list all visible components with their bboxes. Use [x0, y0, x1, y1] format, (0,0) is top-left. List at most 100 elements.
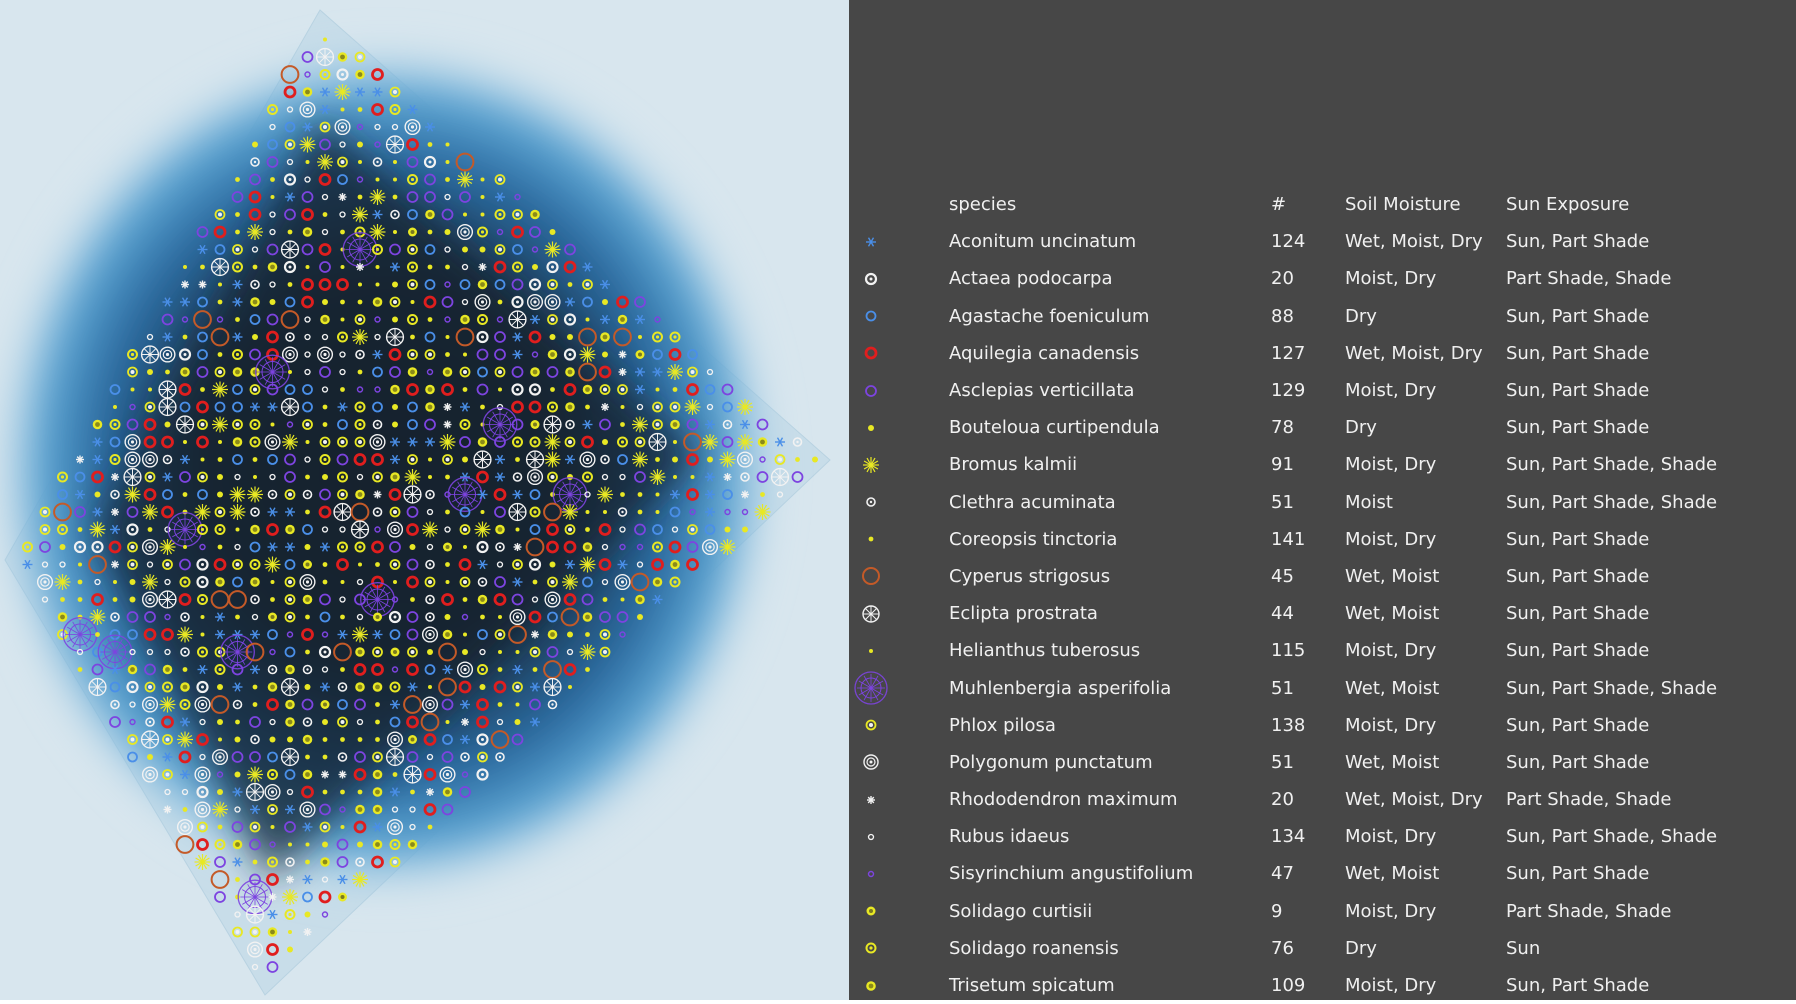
yellow-spiked-ring-marker — [302, 227, 313, 237]
yellow-starburst-marker — [282, 889, 298, 905]
red-ring-marker — [441, 593, 454, 606]
yellow-tiny-dot-marker — [585, 510, 590, 514]
white-tiny-ring-marker — [234, 806, 241, 813]
white-double-ring-marker — [281, 346, 299, 363]
yellow-white-ring-marker — [127, 366, 138, 378]
yellow-white-ring-marker — [407, 454, 418, 465]
blue-ring-marker — [337, 419, 348, 430]
blue-asterisk-marker — [512, 664, 523, 675]
planting-plan-map[interactable] — [0, 0, 849, 1000]
purple-ring-marker — [494, 436, 506, 448]
purple-ring-marker — [161, 313, 174, 326]
yellow-starburst-marker — [352, 871, 368, 888]
blue-asterisk-marker — [215, 629, 225, 640]
purple-ring-marker — [494, 331, 506, 343]
yellow-spiked-ring-marker — [530, 367, 540, 377]
red-ring-marker — [301, 208, 314, 221]
yellow-dot-marker — [812, 456, 818, 463]
orange-ring-marker — [350, 502, 370, 522]
white-flower-marker — [473, 450, 492, 469]
legend-icon-cell — [849, 893, 949, 930]
purple-ring-marker — [494, 348, 506, 361]
yellow-small-dot-marker — [340, 387, 345, 392]
yellow-small-dot-marker — [200, 264, 205, 270]
white-double-ring-marker — [456, 223, 474, 241]
blue-asterisk-marker — [372, 629, 383, 640]
yellow-spiked-ring-marker — [232, 839, 243, 850]
yellow-dot-marker — [94, 491, 101, 498]
yellow-tiny-dot-marker — [690, 475, 695, 479]
purple-large-flower-marker — [97, 634, 133, 670]
yellow-ring-dot-marker — [582, 471, 593, 483]
white-ring-marker — [528, 558, 542, 571]
white-tiny-ring-marker — [339, 368, 346, 376]
white-tiny-ring-marker — [321, 666, 329, 673]
yellow-tiny-dot-marker — [375, 282, 380, 287]
white-tiny-ring-marker — [321, 876, 329, 883]
soil-moisture: Moist, Dry — [1345, 380, 1437, 402]
yellow-dot-marker — [427, 649, 433, 655]
white-star-marker — [76, 455, 84, 464]
yellow-white-ring-marker — [424, 349, 436, 360]
yellow-white-ring-marker — [197, 419, 208, 430]
yellow-small-dot-marker — [322, 562, 328, 567]
white-small-ring-marker — [512, 472, 523, 482]
yellow-ring-dot-marker — [249, 419, 261, 430]
red-ring-marker — [336, 278, 349, 291]
blue-asterisk-marker — [775, 437, 785, 447]
blue-ring-marker — [459, 506, 471, 518]
yellow-dot-marker — [322, 299, 328, 305]
purple-ring-marker — [354, 751, 366, 763]
yellow-white-ring-marker — [214, 506, 226, 518]
yellow-ring-dot-marker — [22, 541, 33, 553]
yellow-dot-marker — [269, 299, 276, 305]
red-ring-marker — [143, 488, 157, 501]
blue-asterisk-marker — [92, 454, 103, 465]
white-ring-marker — [546, 260, 559, 274]
blue-asterisk-marker — [110, 664, 120, 675]
yellow-starburst-marker — [719, 451, 736, 468]
white-flower-marker — [385, 327, 405, 347]
orange-ring-marker — [333, 642, 352, 662]
yellow-starburst-marker — [352, 206, 368, 223]
white-small-ring-marker — [337, 752, 348, 762]
yellow-small-dot-marker — [760, 492, 765, 497]
white-flower-marker — [315, 47, 335, 67]
yellow-ring-dot-marker — [57, 524, 68, 535]
blue-ring-marker — [337, 699, 348, 710]
white-tiny-ring-marker — [496, 561, 504, 568]
blue-ring-marker — [267, 139, 278, 150]
red-ring-marker — [353, 453, 367, 466]
white-small-ring-marker — [390, 209, 400, 220]
yellow-dot-marker — [549, 334, 556, 340]
blue-ring-marker — [249, 314, 261, 325]
yellow-dot-marker — [287, 946, 293, 953]
yellow-white-ring-marker — [389, 506, 401, 518]
yellow-spiked-ring-marker — [372, 839, 383, 850]
blue-ring-marker — [284, 296, 296, 308]
orange-ring-marker — [578, 362, 597, 382]
yellow-starburst-marker — [247, 486, 263, 503]
red-ring-marker — [213, 225, 227, 239]
orange-ring-icon — [862, 567, 880, 586]
sun-exposure: Sun — [1506, 937, 1541, 959]
legend-row: Rubus idaeus 134 Moist, Dry Sun, Part Shade… — [849, 818, 1796, 855]
yellow-small-dot-marker — [410, 334, 415, 340]
purple-ring-marker — [721, 436, 734, 448]
sun-exposure: Sun, Part Shade, Shade — [1506, 826, 1718, 848]
yellow-spiked-ring-marker — [302, 594, 313, 605]
white-tiny-ring-marker — [164, 578, 171, 586]
white-tiny-ring-marker — [584, 491, 591, 498]
white-flower-marker — [88, 677, 107, 697]
yellow-spiked-ring-marker — [250, 577, 260, 587]
yellow-white-ring-marker — [407, 279, 418, 290]
orange-ring-marker — [578, 327, 597, 347]
purple-large-flower-marker — [237, 879, 273, 915]
planting-plan-canvas[interactable] — [0, 0, 849, 1000]
yellow-ring-dot-marker — [249, 436, 261, 448]
purple-dot-icon — [867, 870, 875, 878]
white-flower-marker — [175, 415, 195, 434]
yellow-ring-dot-marker — [214, 839, 226, 850]
yellow-tiny-dot-marker — [200, 615, 205, 619]
yellow-spiked-ring-marker — [250, 297, 260, 307]
